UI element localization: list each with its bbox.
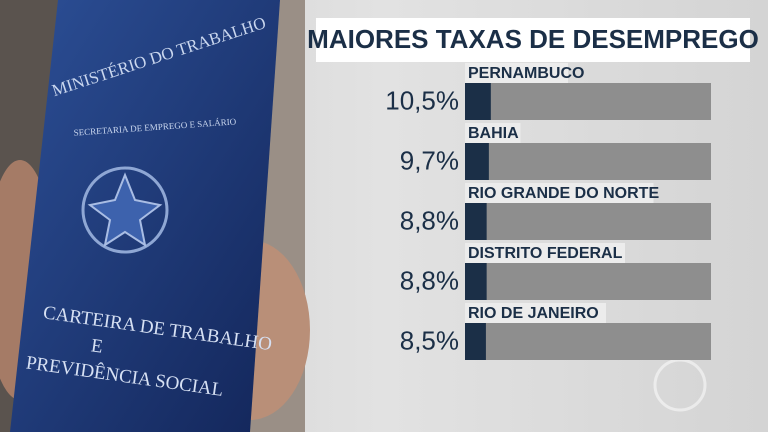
label-box xyxy=(465,183,654,203)
bar xyxy=(465,143,489,180)
value-label: 8,8% xyxy=(400,205,459,235)
bar-track xyxy=(465,263,711,300)
category-label: RIO GRANDE DO NORTE xyxy=(468,185,659,202)
bar-track xyxy=(465,323,711,360)
bar-track xyxy=(465,83,711,120)
photo-text: E xyxy=(90,335,104,357)
bar-track xyxy=(465,203,711,240)
value-label: 8,5% xyxy=(400,325,459,355)
category-label: BAHIA xyxy=(468,125,519,142)
chart-title: MAIORES TAXAS DE DESEMPREGO xyxy=(307,24,759,54)
value-label: 8,8% xyxy=(400,265,459,295)
bar xyxy=(465,83,491,120)
label-box xyxy=(465,303,606,323)
title-box xyxy=(316,18,750,62)
bar-track xyxy=(465,143,711,180)
bar xyxy=(465,203,487,240)
category-label: PERNAMBUCO xyxy=(468,65,584,82)
category-label: DISTRITO FEDERAL xyxy=(468,245,623,262)
value-label: 9,7% xyxy=(400,145,459,175)
label-box xyxy=(465,63,568,83)
value-label: 10,5% xyxy=(385,85,459,115)
category-label: RIO DE JANEIRO xyxy=(468,305,599,322)
emblem-star xyxy=(87,172,163,248)
label-box xyxy=(465,243,625,263)
bar xyxy=(465,263,487,300)
emblem xyxy=(81,166,169,254)
photo: MINISTÉRIO DO TRABALHO SECRETARIA DE EMP… xyxy=(0,0,310,432)
bar xyxy=(465,323,486,360)
label-box xyxy=(465,123,521,143)
